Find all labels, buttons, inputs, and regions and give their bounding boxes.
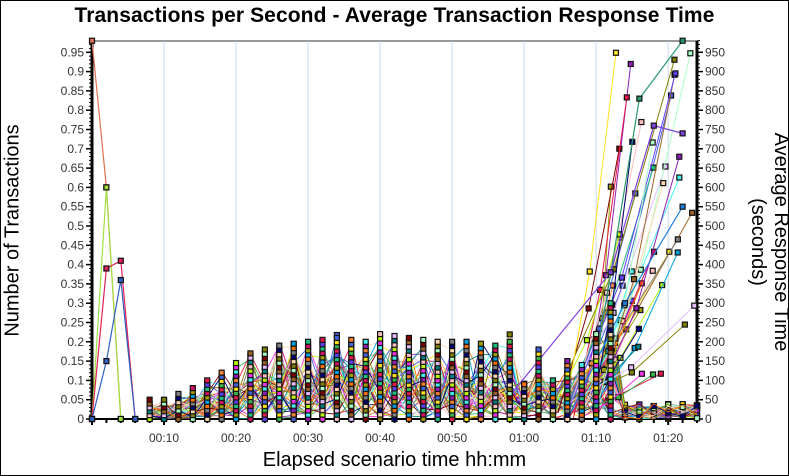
y-tick-label: 0.25 — [61, 316, 85, 330]
y-tick-label: 0.45 — [61, 238, 85, 252]
y-tick-label: 0.35 — [61, 277, 85, 291]
y2-tick-label: 300 — [705, 296, 725, 310]
y2-tick-label: 850 — [705, 84, 725, 98]
x-tick-label: 01:10 — [581, 431, 611, 445]
y-tick-label: 0.2 — [67, 335, 84, 349]
y-tick-label: 0.15 — [61, 354, 85, 368]
y-tick-label: 0.6 — [67, 180, 84, 194]
y-tick-label: 0 — [77, 412, 84, 426]
chart-title: Transactions per Second - Average Transa… — [74, 4, 715, 27]
y2-tick-label: 600 — [705, 180, 725, 194]
y-tick-label: 0.3 — [67, 296, 84, 310]
y2-tick-label: 150 — [705, 354, 725, 368]
y2-tick-label: 0 — [705, 412, 712, 426]
y2-tick-label: 200 — [705, 335, 725, 349]
x-tick-label: 00:20 — [221, 431, 251, 445]
y-tick-label: 0.9 — [67, 65, 84, 79]
y2-tick-label: 950 — [705, 45, 725, 59]
y2-tick-label: 50 — [705, 393, 719, 407]
y2-tick-label: 900 — [705, 65, 725, 79]
y2-tick-label: 250 — [705, 316, 725, 330]
x-tick-label: 00:50 — [437, 431, 467, 445]
y-tick-label: 0.5 — [67, 219, 84, 233]
y-tick-label: 0.65 — [61, 161, 85, 175]
y2-tick-label: 400 — [705, 258, 725, 272]
x-tick-label: 01:20 — [653, 431, 683, 445]
y-tick-label: 0.85 — [61, 84, 85, 98]
y2-tick-label: 450 — [705, 238, 725, 252]
y-tick-label: 0.4 — [67, 258, 84, 272]
series-group — [88, 37, 701, 423]
y2-tick-label: 800 — [705, 103, 725, 117]
y2-tick-label: 500 — [705, 219, 725, 233]
y2-tick-label: 700 — [705, 142, 725, 156]
y-tick-label: 0.55 — [61, 200, 85, 214]
x-tick-label: 01:00 — [509, 431, 539, 445]
x-axis-label: Elapsed scenario time hh:mm — [262, 449, 527, 471]
x-tick-label: 00:30 — [293, 431, 323, 445]
y2-tick-label: 650 — [705, 161, 725, 175]
y-tick-label: 0.1 — [67, 373, 84, 387]
x-tick-label: 00:40 — [365, 431, 395, 445]
y2-tick-label: 350 — [705, 277, 725, 291]
y2-tick-label: 750 — [705, 123, 725, 137]
y-tick-label: 0.7 — [67, 142, 84, 156]
y-tick-label: 0.75 — [61, 123, 85, 137]
y-tick-label: 0.05 — [61, 393, 85, 407]
y-tick-label: 0.8 — [67, 103, 84, 117]
y2-tick-label: 550 — [705, 200, 725, 214]
x-tick-label: 00:10 — [149, 431, 179, 445]
y2-tick-label: 100 — [705, 373, 725, 387]
y-tick-label: 0.95 — [61, 45, 85, 59]
